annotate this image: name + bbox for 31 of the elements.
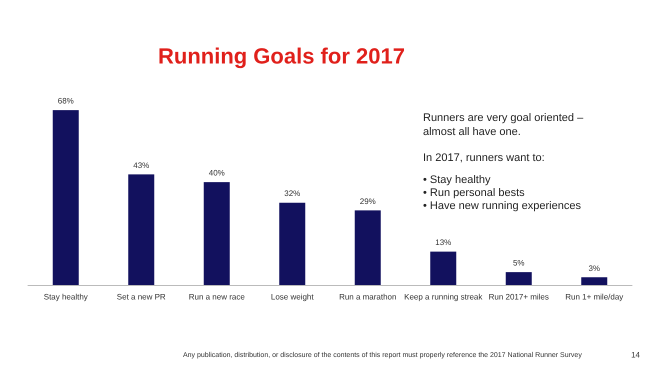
x-tick-label: Keep a running streak xyxy=(404,292,484,302)
x-tick-label: Run a new race xyxy=(188,292,246,302)
x-tick-label: Run 2017+ miles xyxy=(488,292,549,302)
data-label: 3% xyxy=(588,264,600,273)
bar xyxy=(52,110,79,285)
x-tick-label: Set a new PR xyxy=(116,292,166,302)
chart-title: Running Goals for 2017 xyxy=(158,44,405,68)
data-label: 32% xyxy=(284,189,300,198)
annotation: In 2017, runners want to: xyxy=(423,152,545,164)
bar xyxy=(128,174,154,285)
annotation: • Run personal bests xyxy=(423,187,526,199)
bar xyxy=(279,202,306,285)
bar xyxy=(430,252,456,285)
data-label: 29% xyxy=(360,196,376,206)
text: 14 xyxy=(631,350,641,360)
annotation: • Have new running experiences xyxy=(423,200,582,212)
x-tick-label: Lose weight xyxy=(270,292,314,302)
data-label: 40% xyxy=(208,168,225,178)
x-tick-label: Stay healthy xyxy=(44,292,88,302)
data-label: 43% xyxy=(133,160,150,170)
data-label: 13% xyxy=(435,238,452,248)
bar xyxy=(581,277,608,285)
annotation: Runners are very goal oriented – almost all have one. xyxy=(423,112,586,138)
bar xyxy=(204,182,230,285)
x-tick-label: Run a marathon xyxy=(339,292,396,302)
bar xyxy=(506,272,532,285)
data-label: 68% xyxy=(58,96,74,106)
annotation: • Stay healthy xyxy=(423,174,491,186)
data-label: 5% xyxy=(512,258,525,268)
x-tick-label: Run 1+ mile/day xyxy=(565,292,624,302)
bar xyxy=(354,210,381,285)
